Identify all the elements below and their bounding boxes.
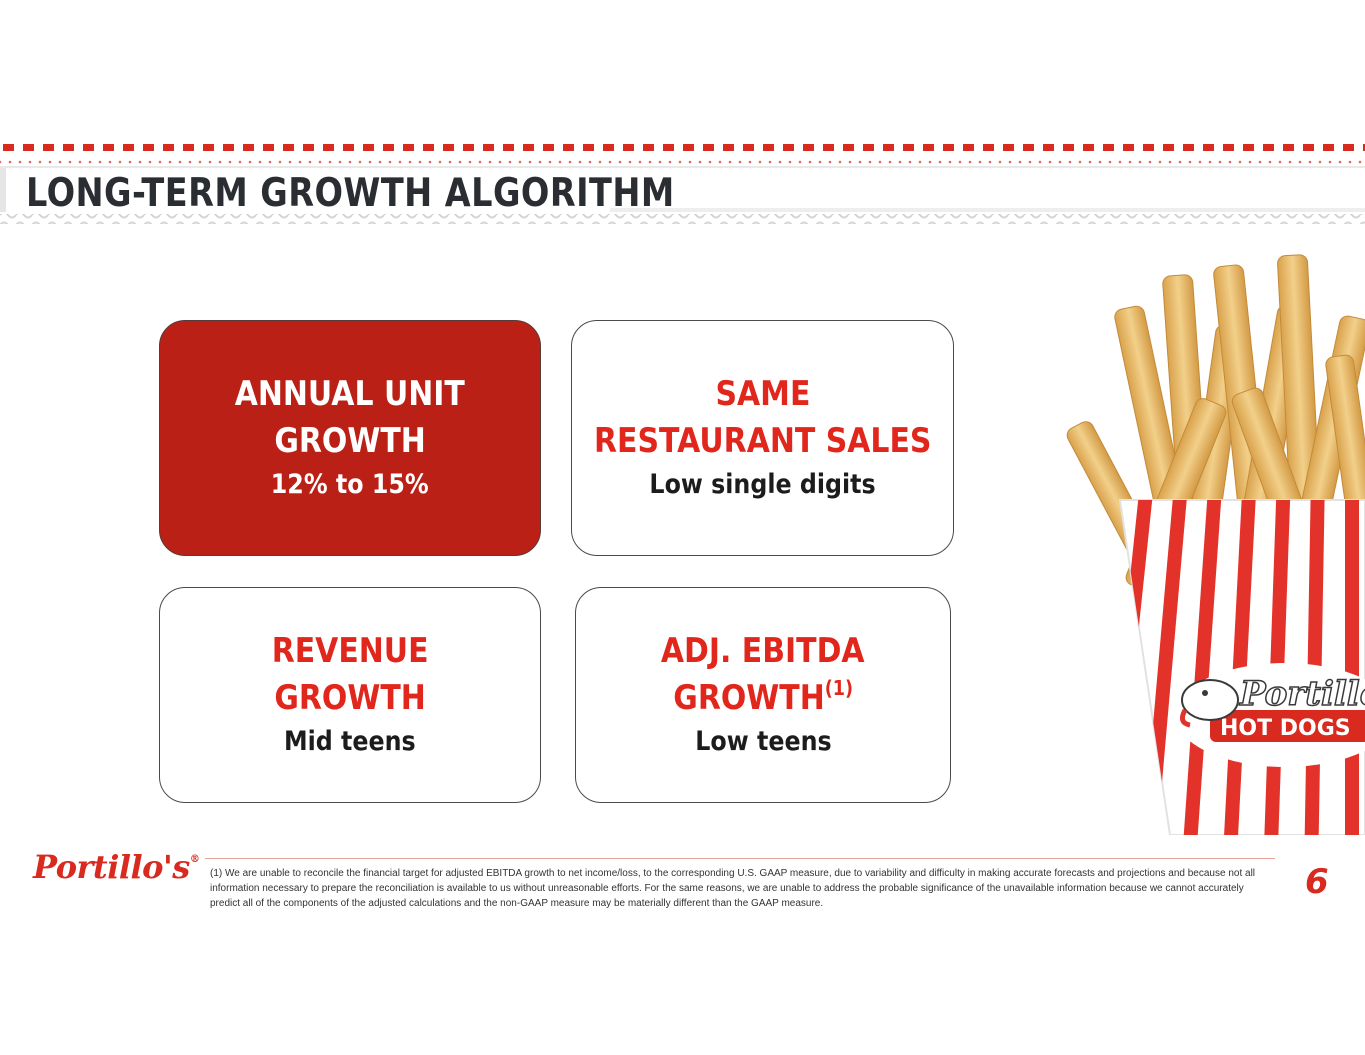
footnote-marker: (1) (824, 676, 853, 700)
card-value: 12% to 15% (271, 469, 429, 500)
card-title-line: GROWTH (274, 421, 426, 461)
box-subtitle-text: HOT DOGS (1220, 716, 1351, 741)
card-title-line: ANNUAL UNIT (234, 374, 466, 414)
logo-text: Portillo's (33, 848, 190, 886)
same-restaurant-sales-card: SAME RESTAURANT SALES Low single digits (571, 320, 954, 556)
annual-unit-growth-card: ANNUAL UNIT GROWTH 12% to 15% (159, 320, 541, 556)
card-value: Low single digits (649, 469, 876, 500)
card-title-text: GROWTH (673, 678, 825, 718)
footnote-text: (1) We are unable to reconcile the finan… (210, 868, 1256, 909)
footer-divider (205, 858, 1275, 859)
fries-box-image: Portillo's HOT DOGS (1066, 254, 1365, 835)
card-title-line: GROWTH(1) (673, 675, 853, 722)
box-brand-text: Portillo's (1239, 674, 1365, 714)
card-title-line: GROWTH (274, 678, 426, 718)
header-band (0, 140, 1365, 230)
registered-mark: ® (189, 854, 200, 865)
card-title-line: RESTAURANT SALES (593, 421, 932, 461)
card-title-line: SAME (715, 374, 810, 414)
revenue-growth-card: REVENUE GROWTH Mid teens (159, 587, 541, 803)
card-title-line: REVENUE (271, 631, 429, 671)
page-number: 6 (1305, 862, 1329, 902)
card-value: Mid teens (284, 726, 416, 757)
page-title: LONG-TERM GROWTH ALGORITHM (26, 171, 675, 216)
adj-ebitda-growth-card: ADJ. EBITDA GROWTH(1) Low teens (575, 587, 951, 803)
card-value: Low teens (694, 726, 832, 757)
checkered-ribbon (0, 144, 1365, 224)
card-title-line: ADJ. EBITDA (661, 631, 865, 671)
portillos-logo: Portillo's® (33, 848, 200, 886)
